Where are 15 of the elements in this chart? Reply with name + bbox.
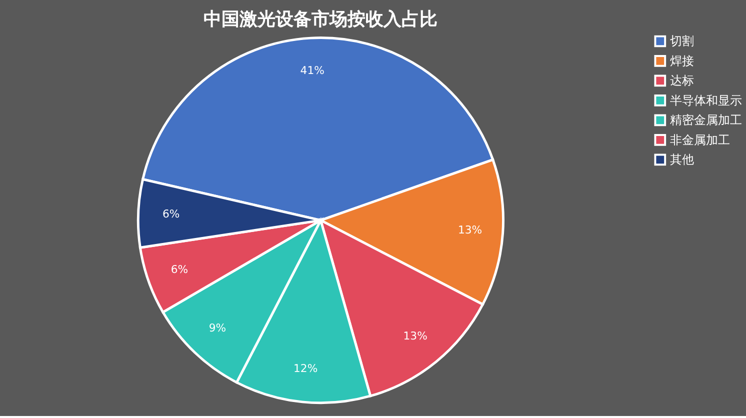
legend-label: 切割 (670, 34, 694, 48)
legend-label: 半导体和显示 (670, 93, 742, 108)
data-label: 9% (208, 322, 226, 335)
data-label: 6% (162, 208, 180, 221)
legend-label: 精密金属加工 (670, 113, 742, 128)
legend-label: 非金属加工 (670, 132, 730, 147)
legend-label: 达标 (670, 74, 694, 88)
legend-label: 其他 (670, 152, 694, 167)
chart-title: 中国激光设备市场按收入占比 (204, 8, 438, 30)
data-label: 13% (403, 329, 428, 342)
data-label: 41% (300, 64, 324, 77)
data-label: 6% (170, 263, 188, 276)
data-label: 13% (458, 224, 482, 237)
legend-label: 焊接 (670, 54, 694, 68)
data-label: 12% (294, 362, 318, 376)
